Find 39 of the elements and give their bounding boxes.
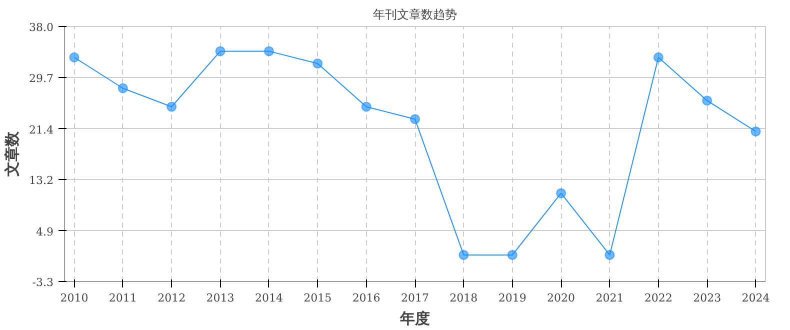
x-tick-label: 2023 — [693, 292, 722, 304]
point — [458, 250, 469, 260]
y-axis-title: 文章数 — [3, 130, 22, 178]
point — [750, 126, 761, 136]
point — [556, 188, 566, 198]
point — [312, 58, 323, 69]
chart-title: 年刊文章数趋势 — [373, 8, 457, 22]
y-tick-label: 21.4 — [29, 123, 54, 136]
x-tick-label: 2020 — [547, 292, 576, 304]
point — [361, 102, 372, 112]
x-tick-label: 2011 — [108, 292, 137, 304]
point — [604, 250, 615, 260]
y-tick-label: 38.0 — [29, 21, 54, 34]
point — [702, 96, 712, 106]
y-tick-label: 29.7 — [29, 72, 54, 86]
x-tick-label: 2021 — [596, 292, 624, 304]
point — [215, 46, 226, 56]
point — [507, 250, 518, 260]
x-tick-label: 2022 — [644, 292, 672, 304]
x-tick-label: 2010 — [60, 292, 88, 304]
x-tick-label: 2014 — [254, 292, 283, 304]
y-tick-label: -3.3 — [32, 276, 54, 289]
point — [166, 102, 177, 112]
y-tick-label: 13.2 — [29, 174, 54, 188]
point — [118, 83, 128, 94]
x-tick-label: 2024 — [742, 292, 770, 304]
x-tick-label: 2018 — [450, 292, 478, 304]
x-tick-label: 2013 — [206, 292, 234, 304]
y-tick-label: 4.9 — [36, 225, 54, 238]
point — [653, 52, 664, 62]
point — [69, 52, 80, 62]
x-axis-title: 年度 — [399, 310, 430, 328]
x-tick-label: 2015 — [304, 292, 332, 304]
x-tick-label: 2017 — [401, 292, 430, 304]
x-tick-label: 2019 — [498, 292, 526, 304]
point — [264, 46, 274, 56]
point — [410, 114, 420, 124]
x-tick-label: 2012 — [158, 292, 186, 304]
x-tick-label: 2016 — [352, 292, 380, 304]
